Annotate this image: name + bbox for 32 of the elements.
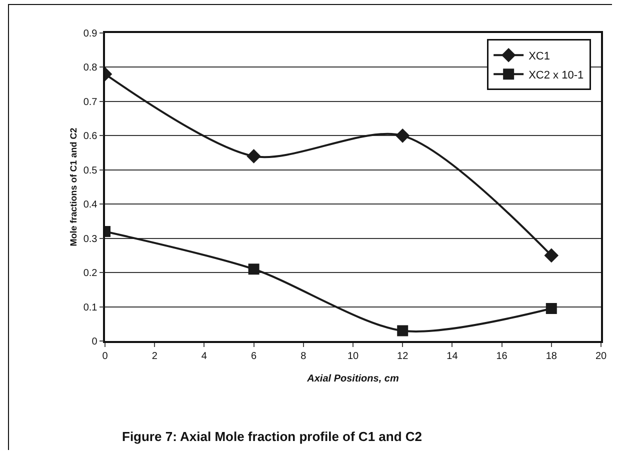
point	[397, 325, 408, 336]
y-tick-label: 0.3	[83, 234, 98, 245]
y-tick-label: 0.6	[83, 131, 98, 142]
y-tick-label: 0	[92, 336, 98, 348]
point	[246, 149, 261, 164]
y-tick-label: 0.9	[83, 28, 98, 40]
point	[544, 248, 559, 263]
x-tick-label: 6	[251, 350, 258, 362]
x-tick-label: 8	[300, 350, 307, 362]
x-tick-label: 20	[595, 350, 607, 362]
x-tick-label: 18	[546, 350, 558, 362]
y-tick-label: 0.8	[83, 62, 98, 74]
y-tick-label: 0.2	[83, 268, 98, 280]
x-tick-label: 4	[201, 350, 208, 362]
x-tick-label: 10	[347, 350, 359, 362]
x-tick-label: 16	[496, 350, 508, 362]
x-tick-label: 14	[446, 350, 458, 362]
caption: Figure 7: Axial Mole fraction profile of C1 and C2	[122, 429, 422, 444]
x-axis-title: Axial Positions, cm	[306, 374, 399, 384]
x-tick-label: 12	[397, 350, 409, 362]
y-tick-label: 0.5	[83, 165, 98, 176]
x-tick-label: 2	[152, 350, 158, 362]
point	[546, 302, 557, 314]
y-axis-title: Mole fractions of C1 and C2	[68, 128, 78, 246]
y-tick-label: 0.4	[83, 200, 98, 211]
point	[395, 128, 410, 143]
y-tick-label: 0.7	[83, 96, 98, 108]
legend-label: XC1	[528, 50, 550, 62]
y-tick-label: 0.1	[83, 302, 98, 314]
x-tick-label: 0	[102, 350, 108, 362]
legend-label: XC2 x 10-1	[528, 69, 584, 82]
point	[248, 264, 260, 275]
